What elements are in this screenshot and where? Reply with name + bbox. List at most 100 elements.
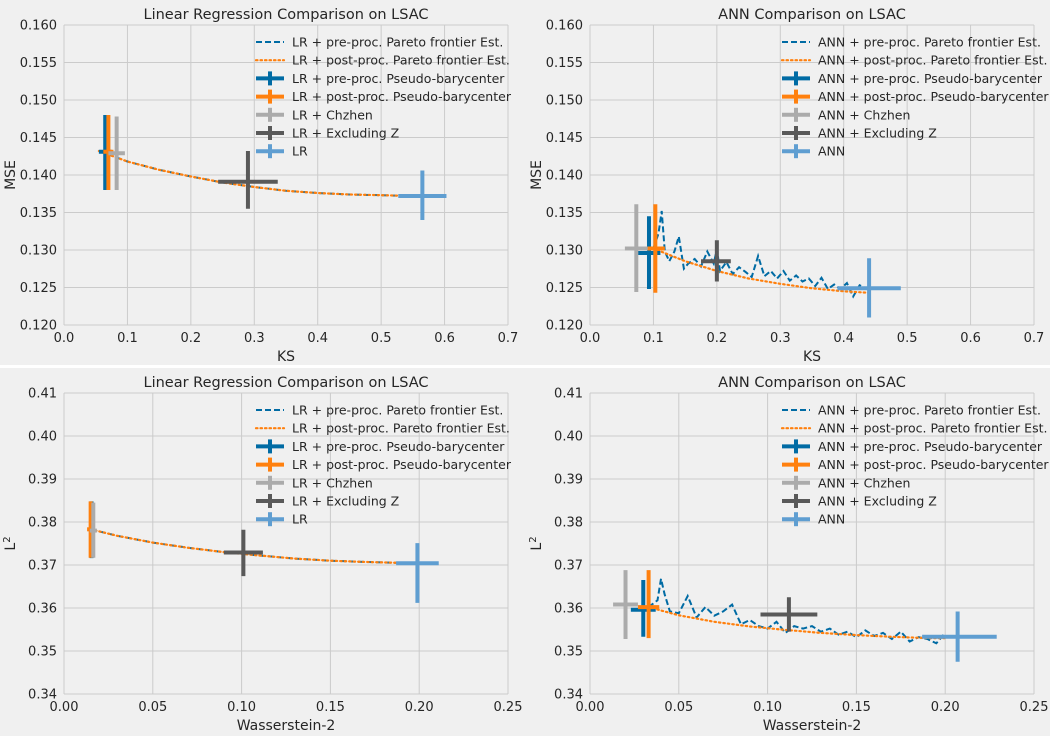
x-tick-label: 0.5 — [371, 331, 392, 346]
y-tick-label: 0.140 — [20, 169, 57, 184]
x-tick-label: 0.1 — [643, 331, 664, 346]
x-tick-label: 0.6 — [434, 331, 455, 346]
chart-1: 0.0 0.1 0.2 0.3 0.4 0.5 0.6 0.7 0.120 0.125 0.130 0… — [3, 7, 518, 365]
y-tick-label: 0.145 — [546, 131, 583, 146]
y-tick-label: 0.150 — [546, 94, 583, 109]
series-line-2 — [97, 149, 446, 198]
x-tick-label: 0.00 — [576, 700, 605, 715]
legend-label: LR + Excluding Z — [292, 126, 399, 141]
chart-plot-area — [87, 501, 439, 603]
legend-label: LR + pre-proc. Pseudo-barycenter — [292, 71, 505, 86]
chart-title: Linear Regression Comparison on LSAC — [143, 7, 428, 23]
x-tick-label: 0.3 — [770, 331, 791, 346]
legend: ANN + pre-proc. Pareto frontier Est. ANN … — [780, 35, 1049, 159]
y-tick-label: 0.40 — [554, 430, 583, 445]
series-line-2 — [647, 605, 947, 640]
y-tick-label: 0.150 — [20, 94, 57, 109]
legend-label: ANN + pre-proc. Pareto frontier Est. — [818, 403, 1041, 418]
x-tick-label: 0.4 — [833, 331, 854, 346]
y-tick-label: 0.41 — [554, 387, 583, 402]
y-tick-label: 0.160 — [546, 19, 583, 34]
y-tick-label: 0.36 — [28, 602, 57, 617]
x-tick-label: 0.6 — [960, 331, 981, 346]
x-tick-label: 0.00 — [50, 700, 79, 715]
chart-plot-area — [624, 204, 901, 318]
x-axis-label: Wasserstein-2 — [237, 718, 336, 734]
x-tick-label: 0.7 — [1024, 331, 1045, 346]
x-tick-label: 0.10 — [753, 700, 782, 715]
x-tick-label: 0.25 — [1020, 700, 1049, 715]
y-tick-label: 0.41 — [28, 387, 57, 402]
y-tick-label: 0.38 — [28, 516, 57, 531]
legend-label: LR + Chzhen — [292, 107, 373, 122]
legend-label: ANN + post-proc. Pseudo-barycenter — [818, 89, 1049, 104]
legend-label: ANN + pre-proc. Pareto frontier Est. — [818, 35, 1041, 50]
legend-label: ANN + Chzhen — [818, 475, 910, 490]
legend: ANN + pre-proc. Pareto frontier Est. ANN … — [780, 403, 1049, 527]
legend-label: LR + Excluding Z — [292, 494, 399, 509]
chart-title: Linear Regression Comparison on LSAC — [143, 375, 428, 391]
y-tick-label: 0.39 — [554, 473, 583, 488]
y-tick-label: 0.36 — [554, 602, 583, 617]
series-line-1 — [652, 210, 870, 299]
x-tick-label: 0.1 — [117, 331, 138, 346]
x-axis-label: Wasserstein-2 — [763, 718, 862, 734]
legend-label: ANN + pre-proc. Pseudo-barycenter — [818, 439, 1043, 454]
y-tick-label: 0.37 — [28, 559, 57, 574]
x-tick-label: 0.10 — [227, 700, 256, 715]
chart-4: 0.00 0.05 0.10 0.15 0.20 0.25 0.34 0.35 0.36 0.37… — [528, 375, 1050, 734]
legend-label: LR + pre-proc. Pseudo-barycenter — [292, 439, 505, 454]
x-tick-label: 0.2 — [181, 331, 202, 346]
x-tick-label: 0.0 — [580, 331, 601, 346]
chart-title: ANN Comparison on LSAC — [718, 375, 906, 391]
x-tick-label: 0.20 — [931, 700, 960, 715]
series-line-2 — [652, 247, 871, 294]
chart-3: 0.00 0.05 0.10 0.15 0.20 0.25 0.34 0.35 0.36 0.37… — [2, 375, 523, 734]
legend-label: LR + post-proc. Pseudo-barycenter — [292, 457, 512, 472]
y-tick-label: 0.39 — [28, 473, 57, 488]
legend-label: LR + post-proc. Pareto frontier Est. — [292, 421, 510, 436]
chart-plot-area — [613, 570, 997, 662]
panel-divider — [0, 365, 1050, 368]
y-tick-label: 0.40 — [28, 430, 57, 445]
legend-label: ANN + pre-proc. Pseudo-barycenter — [818, 71, 1043, 86]
legend-label: ANN + Excluding Z — [818, 126, 937, 141]
x-tick-label: 0.2 — [707, 331, 728, 346]
y-tick-label: 0.130 — [546, 244, 583, 259]
legend-label: ANN + Chzhen — [818, 107, 910, 122]
y-axis-label: MSE — [3, 160, 19, 190]
y-tick-label: 0.160 — [20, 19, 57, 34]
x-tick-label: 0.15 — [316, 700, 345, 715]
x-tick-label: 0.25 — [494, 700, 523, 715]
legend-label: LR + post-proc. Pareto frontier Est. — [292, 53, 510, 68]
y-tick-label: 0.120 — [20, 319, 57, 334]
x-axis-label: KS — [277, 349, 295, 365]
x-tick-label: 0.7 — [498, 331, 519, 346]
y-tick-label: 0.120 — [546, 319, 583, 334]
y-tick-label: 0.35 — [554, 645, 583, 660]
y-tick-label: 0.135 — [20, 206, 57, 221]
y-tick-label: 0.140 — [546, 169, 583, 184]
x-tick-label: 0.4 — [307, 331, 328, 346]
y-tick-label: 0.38 — [554, 516, 583, 531]
y-tick-label: 0.145 — [20, 131, 57, 146]
y-tick-label: 0.34 — [554, 688, 583, 703]
y-tick-label: 0.135 — [546, 206, 583, 221]
legend-label: LR — [292, 144, 308, 159]
legend-label: ANN + post-proc. Pseudo-barycenter — [818, 457, 1049, 472]
y-tick-label: 0.35 — [28, 645, 57, 660]
x-axis-label: KS — [803, 349, 821, 365]
legend-label: ANN — [818, 512, 845, 527]
legend-label: LR + Chzhen — [292, 475, 373, 490]
chart-title: ANN Comparison on LSAC — [718, 7, 906, 23]
x-tick-label: 0.05 — [138, 700, 167, 715]
y-tick-label: 0.34 — [28, 688, 57, 703]
legend-label: LR + pre-proc. Pareto frontier Est. — [292, 35, 503, 50]
y-axis-label: MSE — [529, 160, 545, 190]
legend: LR + pre-proc. Pareto frontier Est. LR + … — [254, 403, 512, 527]
legend-label: LR + post-proc. Pseudo-barycenter — [292, 89, 512, 104]
legend-label: ANN — [818, 144, 845, 159]
x-tick-label: 0.3 — [244, 331, 265, 346]
